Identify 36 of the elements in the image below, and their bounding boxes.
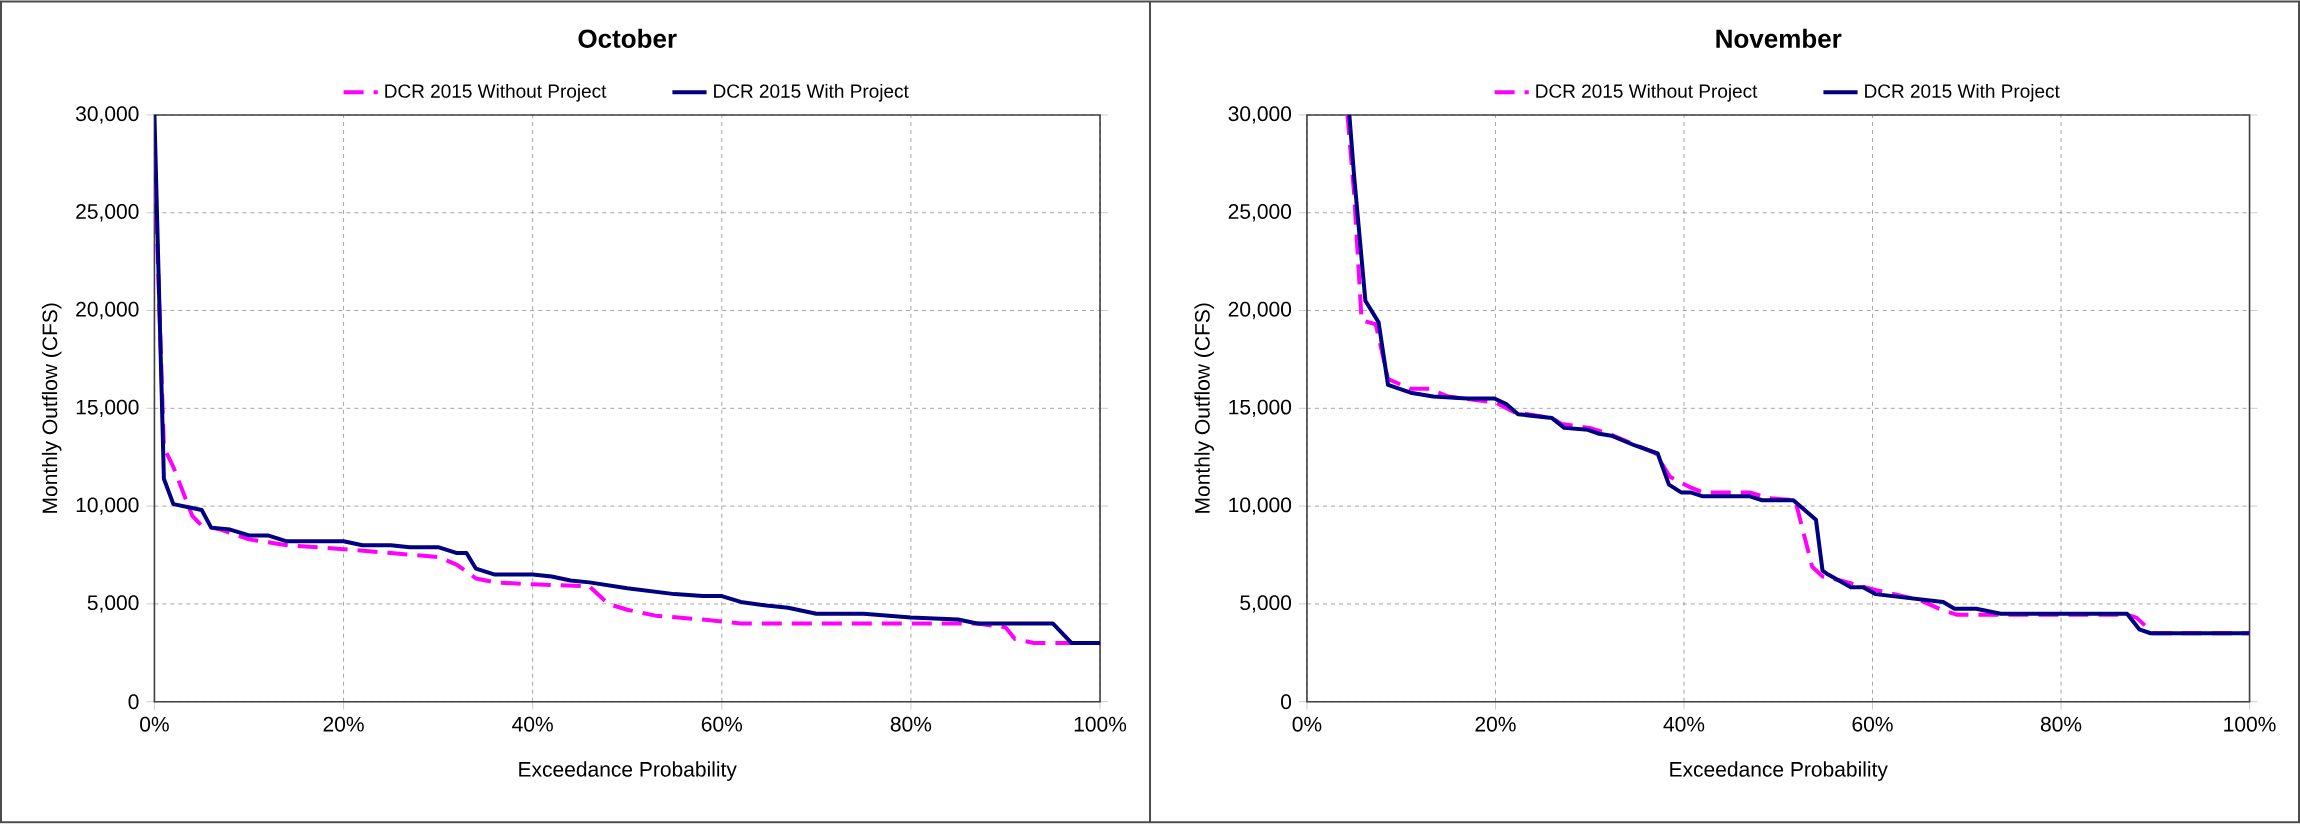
x-tick-label: 0% <box>1292 716 1322 732</box>
y-axis-title: Monthly Outflow (CFS) <box>1194 303 1214 513</box>
y-tick-label: 25,000 <box>76 204 139 222</box>
x-tick-label: 100% <box>2224 716 2276 732</box>
y-tick-label: 5,000 <box>87 595 139 613</box>
chart-title: October <box>578 28 677 49</box>
y-tick-label: 5,000 <box>1240 595 1292 613</box>
y-axis-title: Monthly Outflow (CFS) <box>41 303 62 513</box>
x-tick-label: 40% <box>512 716 553 732</box>
y-tick-label: 15,000 <box>76 399 139 418</box>
x-tick-label: 40% <box>1663 716 1705 732</box>
x-tick-label: 20% <box>323 716 364 732</box>
legend-label: DCR 2015 With Project <box>1865 84 2060 102</box>
x-tick-label: 80% <box>890 716 932 732</box>
y-tick-label: 0 <box>1281 694 1292 710</box>
x-tick-label: 80% <box>2040 716 2082 732</box>
legend-label: DCR 2015 Without Project <box>385 84 607 102</box>
y-tick-label: 10,000 <box>76 497 139 515</box>
x-tick-label: 20% <box>1475 716 1516 732</box>
x-axis-title: Exceedance Probability <box>519 761 737 782</box>
y-tick-label: 20,000 <box>1228 302 1292 320</box>
x-tick-label: 60% <box>1852 716 1893 732</box>
x-tick-label: 100% <box>1074 716 1127 732</box>
legend-label: DCR 2015 Without Project <box>1536 84 1758 102</box>
y-tick-label: 30,000 <box>1228 106 1292 124</box>
y-tick-label: 25,000 <box>1228 204 1292 222</box>
y-tick-label: 15,000 <box>1229 399 1292 418</box>
legend-label: DCR 2015 With Project <box>714 84 909 102</box>
x-tick-label: 0% <box>140 716 169 732</box>
y-tick-label: 30,000 <box>75 106 139 124</box>
chart-title: November <box>1716 28 1842 49</box>
y-tick-label: 0 <box>128 694 139 710</box>
y-tick-label: 20,000 <box>76 302 139 320</box>
y-tick-label: 10,000 <box>1229 497 1292 515</box>
x-tick-label: 60% <box>701 716 743 732</box>
x-axis-title: Exceedance Probability <box>1670 761 1888 782</box>
